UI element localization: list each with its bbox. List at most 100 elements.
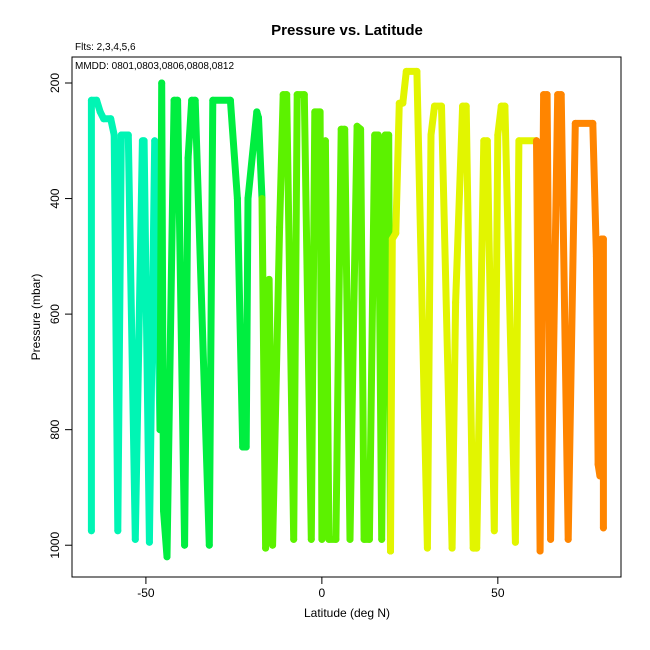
- data-point: [117, 131, 125, 139]
- data-point: [253, 108, 261, 116]
- series-track: [387, 67, 540, 555]
- data-point: [320, 183, 328, 191]
- data-point: [599, 524, 607, 532]
- x-tick-label: 50: [491, 586, 505, 600]
- data-point: [399, 99, 407, 107]
- data-point: [511, 538, 519, 546]
- y-tick-label: 400: [48, 188, 62, 208]
- data-point: [536, 547, 544, 555]
- data-point: [374, 131, 382, 139]
- data-point: [599, 235, 607, 243]
- data-point: [452, 299, 460, 307]
- series-2: [156, 79, 266, 561]
- data-point: [360, 535, 368, 543]
- data-point: [262, 544, 270, 552]
- x-tick-label: -50: [137, 586, 155, 600]
- data-point: [350, 322, 357, 330]
- data-point: [316, 108, 324, 116]
- data-point: [321, 137, 329, 145]
- data-point: [307, 535, 315, 543]
- data-point: [114, 527, 122, 535]
- data-point: [589, 119, 597, 127]
- data-point: [140, 137, 148, 145]
- data-point: [160, 507, 167, 515]
- data-point: [571, 119, 579, 127]
- data-point: [501, 102, 509, 110]
- data-point: [100, 115, 108, 123]
- data-point: [181, 541, 189, 549]
- data-point: [431, 102, 438, 110]
- data-point: [388, 235, 396, 243]
- data-point: [423, 544, 431, 552]
- data-point: [110, 131, 118, 139]
- data-point: [258, 195, 266, 203]
- data-point: [557, 91, 565, 99]
- data-point: [427, 131, 435, 139]
- data-point: [533, 137, 540, 145]
- data-point: [233, 195, 241, 203]
- data-point: [87, 96, 95, 104]
- plot-area: [87, 67, 607, 561]
- data-point: [594, 460, 602, 468]
- data-point: [387, 547, 394, 555]
- series-4: [387, 67, 540, 555]
- data-point: [413, 67, 421, 75]
- data-point: [290, 535, 298, 543]
- series-track: [87, 96, 164, 546]
- y-tick-label: 1000: [48, 532, 62, 559]
- dates-note: MMDD: 0801,0803,0806,0808,0812: [75, 61, 234, 72]
- data-point: [209, 96, 217, 104]
- data-point: [392, 229, 400, 237]
- data-point: [269, 541, 277, 549]
- data-point: [346, 535, 354, 543]
- data-point: [438, 102, 445, 110]
- data-point: [402, 67, 410, 75]
- data-point: [318, 535, 326, 543]
- data-point: [357, 125, 365, 133]
- data-point: [596, 472, 604, 480]
- data-point: [265, 275, 273, 283]
- data-point: [158, 79, 166, 87]
- data-point: [283, 91, 291, 99]
- data-point: [311, 108, 319, 116]
- data-point: [205, 541, 213, 549]
- data-point: [365, 535, 373, 543]
- data-point: [332, 535, 340, 543]
- series-1: [87, 96, 164, 546]
- data-point: [515, 137, 523, 145]
- data-point: [378, 535, 386, 543]
- data-point: [490, 527, 498, 535]
- data-point: [547, 535, 555, 543]
- data-point: [226, 96, 234, 104]
- data-point: [564, 535, 572, 543]
- data-point: [473, 544, 481, 552]
- data-point: [592, 252, 600, 260]
- flights-note: Flts: 2,3,4,5,6: [75, 42, 136, 53]
- data-point: [543, 91, 551, 99]
- data-point: [93, 96, 101, 104]
- x-axis-label: Latitude (deg N): [304, 606, 390, 620]
- series-track: [156, 79, 266, 561]
- data-point: [163, 553, 171, 561]
- y-axis: 200 400 600 800 1000: [48, 73, 73, 559]
- data-point: [191, 96, 199, 104]
- data-point: [462, 102, 470, 110]
- series-3: [258, 91, 394, 555]
- y-axis-label: Pressure (mbar): [29, 274, 43, 361]
- data-point: [244, 195, 252, 203]
- data-point: [145, 538, 153, 546]
- data-point: [276, 223, 284, 231]
- data-point: [107, 115, 115, 123]
- data-point: [341, 125, 349, 133]
- data-point: [96, 108, 104, 116]
- chart-title: Pressure vs. Latitude: [271, 22, 423, 39]
- data-point: [184, 154, 192, 162]
- data-point: [87, 527, 95, 535]
- x-axis: -50 0 50: [137, 576, 505, 600]
- series-track: [533, 91, 607, 555]
- data-point: [131, 535, 139, 543]
- data-point: [124, 131, 132, 139]
- data-point: [242, 443, 250, 451]
- y-tick-label: 200: [48, 73, 62, 93]
- data-point: [300, 91, 308, 99]
